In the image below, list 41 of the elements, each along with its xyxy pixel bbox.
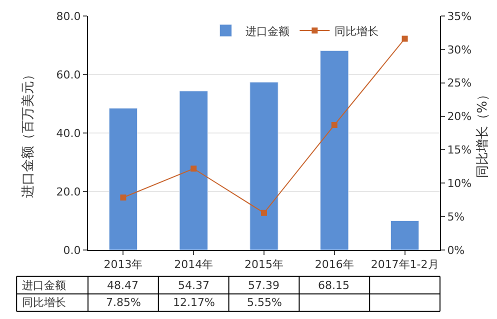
x-tick-label: 2013年 bbox=[104, 258, 143, 272]
y-tick-label: 20.0 bbox=[56, 185, 81, 198]
y2-tick-label: 0% bbox=[447, 244, 465, 257]
point bbox=[331, 122, 338, 128]
y2-tick-label: 10% bbox=[447, 176, 472, 190]
legend-label: 同比增长 bbox=[334, 24, 379, 38]
y2-tick-label: 35% bbox=[447, 10, 472, 23]
y-tick-label: 60.0 bbox=[56, 68, 81, 82]
y2-tick-label: 30% bbox=[447, 43, 472, 56]
point bbox=[261, 210, 267, 216]
y2-tick-label: 5% bbox=[447, 210, 465, 224]
data-label: 7.85% bbox=[106, 296, 141, 309]
point bbox=[402, 36, 408, 42]
point bbox=[120, 194, 126, 201]
x-tick-label: 2016年 bbox=[314, 258, 354, 272]
bar bbox=[108, 108, 138, 250]
x-tick-label: 2017年1-2月 bbox=[370, 258, 439, 272]
x-tick-label: 2014年 bbox=[174, 258, 214, 272]
bar bbox=[250, 82, 278, 250]
data-label: 5.55% bbox=[247, 296, 282, 309]
point bbox=[190, 166, 197, 172]
data-label: 68.15 bbox=[318, 279, 350, 292]
text: 同比增长 bbox=[22, 296, 66, 309]
bar bbox=[179, 90, 208, 250]
y-axis-title: 进口金额（百万美元） bbox=[20, 68, 36, 198]
y-tick-label: 0.0 bbox=[63, 244, 81, 257]
x-tick-label: 2015年 bbox=[244, 258, 284, 272]
y-tick-label: 40.0 bbox=[56, 126, 81, 140]
bar bbox=[320, 50, 349, 250]
y2-tick-label: 20% bbox=[447, 110, 472, 124]
y-tick-label: 80.0 bbox=[56, 10, 81, 23]
bar bbox=[390, 220, 420, 250]
y2-tick-label: 25% bbox=[447, 76, 472, 90]
text: 进口金额 bbox=[22, 279, 66, 292]
legend-label: 进口金额 bbox=[246, 24, 290, 38]
data-label: 54.37 bbox=[178, 279, 210, 292]
y2-axis-title: 同比增长（%） bbox=[475, 88, 490, 178]
data-label: 48.47 bbox=[107, 279, 138, 292]
y2-tick-label: 15% bbox=[447, 144, 472, 157]
data-label: 57.39 bbox=[248, 279, 280, 292]
data-label: 12.17% bbox=[173, 296, 215, 309]
